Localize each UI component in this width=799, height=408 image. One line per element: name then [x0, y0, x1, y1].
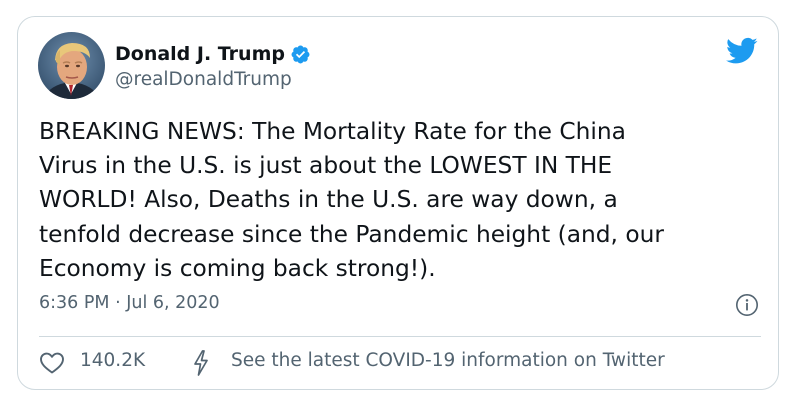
tweet-text: BREAKING NEWS: The Mortality Rate for th… [39, 118, 664, 282]
avatar[interactable] [38, 32, 105, 99]
twitter-bird-icon[interactable] [726, 37, 758, 65]
profile-photo-icon [38, 32, 105, 99]
tweet-timestamp[interactable]: 6:36 PM · Jul 6, 2020 [39, 293, 220, 313]
bolt-icon [192, 349, 210, 377]
tweet-card[interactable]: Donald J. Trump @realDonaldTrump BREAKIN… [17, 16, 779, 390]
author-display-name[interactable]: Donald J. Trump [115, 43, 285, 65]
info-icon[interactable] [735, 293, 759, 317]
covid-info-link[interactable]: See the latest COVID-19 information on T… [231, 350, 665, 371]
divider [39, 336, 761, 337]
author-name-row[interactable]: Donald J. Trump [115, 41, 311, 67]
heart-icon[interactable] [39, 351, 65, 375]
verified-badge-icon [290, 44, 311, 65]
like-count[interactable]: 140.2K [80, 350, 146, 371]
author-handle[interactable]: @realDonaldTrump [115, 69, 292, 90]
